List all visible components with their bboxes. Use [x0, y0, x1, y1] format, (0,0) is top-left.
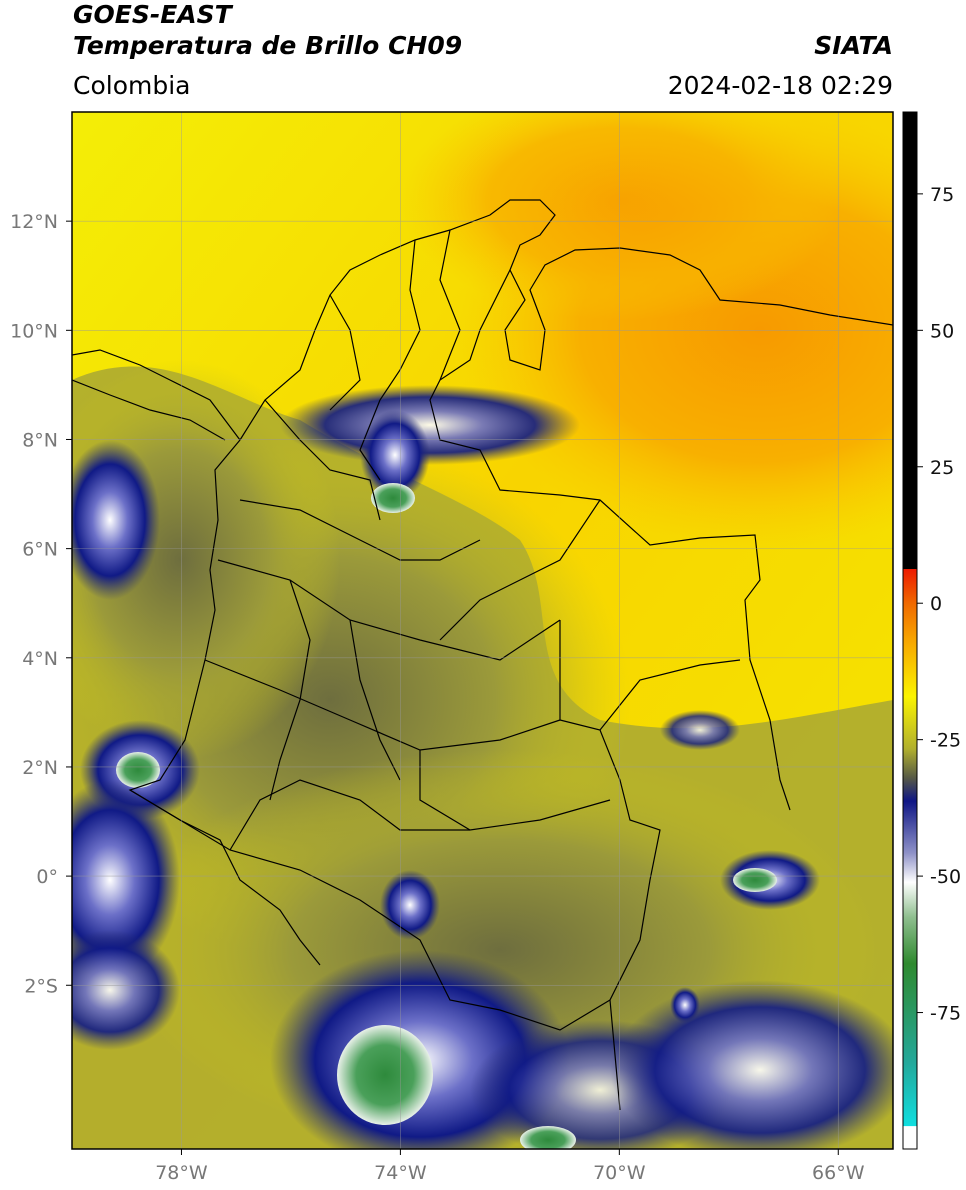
latitude-tick-labels: 12°N 10°N 8°N 6°N 4°N 2°N 0° 2°S [10, 211, 72, 997]
datetime-label: 2024-02-18 02:29 [667, 71, 893, 100]
colorbar-tick-label: -25 [930, 730, 961, 752]
colorbar-tick-label: -50 [930, 866, 961, 888]
satellite-title: GOES-EAST [73, 0, 232, 29]
map-frame [71, 111, 894, 1150]
agency-label: SIATA [814, 31, 893, 60]
lat-tick-label: 4°N [22, 648, 58, 670]
colorbar-tick-label: 25 [930, 457, 954, 479]
border-lines [72, 199, 893, 1111]
lon-tick-label: 78°W [155, 1162, 208, 1184]
colorbar-tick-label: 0 [930, 593, 942, 615]
lon-tick-label: 70°W [593, 1162, 646, 1184]
lat-tick-label: 2°S [24, 975, 58, 997]
lat-tick-label: 0° [36, 866, 58, 888]
lat-tick-label: 8°N [22, 429, 58, 451]
colorbar-tick-label: -75 [930, 1003, 961, 1025]
colorbar: 75 50 25 0 -25 -50 -75 [902, 111, 961, 1150]
lon-tick-label: 66°W [812, 1162, 865, 1184]
lat-tick-label: 10°N [10, 320, 58, 342]
colorbar-tick-label: 50 [930, 320, 954, 342]
lon-tick-label: 74°W [374, 1162, 427, 1184]
colorbar-tick-label: 75 [930, 184, 954, 206]
lat-tick-label: 12°N [10, 211, 58, 233]
lat-tick-label: 2°N [22, 757, 58, 779]
lat-tick-label: 6°N [22, 539, 58, 561]
region-label: Colombia [73, 71, 191, 100]
grid-lines [72, 112, 893, 1149]
product-title: Temperatura de Brillo CH09 [73, 31, 463, 60]
longitude-tick-labels: 78°W 74°W 70°W 66°W [155, 1149, 865, 1184]
